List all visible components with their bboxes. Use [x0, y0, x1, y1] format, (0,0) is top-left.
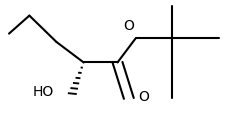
Text: O: O — [123, 19, 134, 33]
Text: O: O — [137, 90, 148, 104]
Text: HO: HO — [33, 85, 54, 99]
